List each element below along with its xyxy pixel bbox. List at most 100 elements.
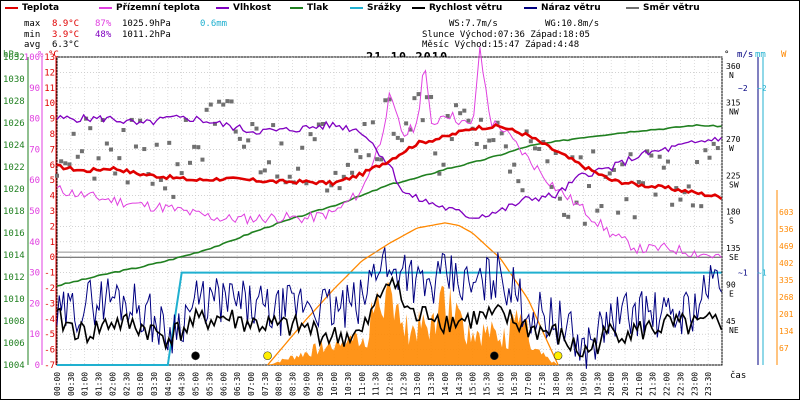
tick-label-pct: 30	[29, 269, 40, 279]
wind-direction-point	[375, 157, 380, 162]
wind-direction-point	[628, 152, 633, 157]
x-tick-label: 09:00	[302, 372, 311, 396]
legend-label: Rychlost větru	[429, 3, 503, 13]
wind-direction-point	[715, 146, 720, 151]
wind-direction-point	[412, 96, 417, 101]
x-tick-label: 02:30	[122, 372, 131, 396]
wind-direction-point	[437, 171, 442, 176]
tick-label-dir-name: S	[729, 217, 734, 226]
x-tick-label: 06:30	[233, 372, 242, 396]
wind-direction-point	[661, 165, 666, 170]
wind-direction-point	[109, 147, 114, 152]
wind-direction-point	[541, 139, 546, 144]
x-tick-label: 05:00	[192, 372, 201, 396]
wind-direction-point	[512, 162, 517, 167]
x-tick-label: 03:00	[136, 372, 145, 396]
stat-max-rain: 0.6mm	[200, 19, 228, 29]
tick-label-dir: 360	[726, 62, 741, 71]
legend-swatch	[5, 6, 18, 9]
x-tick-label: 23:30	[704, 372, 713, 396]
tick-label-pct: 10	[29, 330, 40, 340]
x-tick-label: 15:00	[469, 372, 478, 396]
stat-min-temp: 3.9°C	[52, 30, 80, 40]
wind-direction-point	[474, 141, 479, 146]
wind-direction-point	[121, 128, 126, 133]
tick-label-w: 67	[779, 344, 789, 353]
wind-direction-point	[532, 146, 537, 151]
x-tick-label: 14:30	[455, 372, 464, 396]
wind-direction-point	[591, 149, 596, 154]
wind-direction-point	[524, 129, 529, 134]
wind-direction-point	[341, 174, 346, 179]
wind-direction-point	[200, 157, 205, 162]
x-tick-label: 21:30	[649, 372, 658, 396]
wind-direction-point	[192, 144, 197, 149]
wind-direction-point	[499, 131, 504, 136]
x-tick-label: 12:30	[399, 372, 408, 396]
wind-direction-point	[63, 161, 68, 166]
tick-label-w: 268	[779, 293, 794, 302]
wind-direction-point	[142, 147, 147, 152]
wind-direction-point	[75, 154, 80, 159]
wind-direction-point	[520, 188, 525, 193]
wind-direction-point	[508, 169, 513, 174]
tick-label-dir-name: W	[729, 144, 734, 153]
wind-direction-point	[395, 135, 400, 140]
x-tick-label: 11:00	[358, 372, 367, 396]
tick-label-dir: 45	[726, 317, 736, 326]
legend-item: Vlhkost	[216, 3, 271, 15]
tick-label-dir-name: SE	[729, 253, 739, 262]
stat-max-press: 1025.9hPa	[122, 19, 171, 29]
moon-marker	[490, 351, 499, 361]
x-tick-label: 05:30	[205, 372, 214, 396]
wind-direction-point	[653, 192, 658, 197]
wind-direction-point	[133, 144, 138, 149]
tick-label-pct: 80	[29, 115, 40, 125]
wind-direction-point	[599, 204, 604, 209]
legend-swatch	[99, 6, 112, 9]
wind-direction-point	[562, 212, 567, 217]
wind-direction-point	[582, 221, 587, 226]
tick-label-dir: 270	[726, 135, 741, 144]
tick-label-pct: 20	[29, 299, 40, 309]
x-tick-label: 16:30	[510, 372, 519, 396]
wind-direction-point	[250, 122, 255, 127]
wind-direction-point	[254, 126, 259, 131]
tick-label-hpa: 1032	[3, 53, 25, 63]
tick-label-degc: 7	[50, 145, 55, 155]
tick-label-degc: 4	[50, 192, 55, 202]
tick-label-degc: -2	[44, 284, 55, 294]
wind-direction-point	[416, 92, 421, 97]
legend-item: Tlak	[290, 3, 328, 15]
wind-direction-point	[362, 122, 367, 127]
wind-direction-point	[665, 159, 670, 164]
tick-label-degc: 13	[44, 53, 55, 63]
tick-label-mm: ~1	[757, 269, 767, 278]
wind-direction-point	[354, 148, 359, 153]
legend-swatch	[350, 6, 363, 9]
wind-direction-point	[424, 95, 429, 100]
wind-direction-point	[163, 186, 168, 191]
wind-direction-point	[138, 118, 143, 123]
legend-item: Směr větru	[626, 3, 700, 15]
tick-label-pct: 0	[35, 361, 40, 371]
tick-label-hpa: 1030	[3, 75, 25, 85]
tick-label-pct: 50	[29, 207, 40, 217]
tick-label-dir: 180	[726, 208, 741, 217]
x-tick-label: 10:30	[344, 372, 353, 396]
x-tick-label: 22:00	[663, 372, 672, 396]
tick-label-degc: -5	[44, 330, 55, 340]
x-tick-label: 00:00	[53, 372, 62, 396]
wind-direction-point	[171, 194, 176, 199]
tick-label-hpa: 1020	[3, 185, 25, 195]
tick-label-w: 536	[779, 225, 794, 234]
stat-max-hum: 87%	[95, 19, 112, 29]
stat-min-hum: 48%	[95, 30, 112, 40]
wind-direction-point	[167, 140, 172, 145]
tick-label-w: 603	[779, 208, 794, 217]
tick-label-degc: 8	[50, 130, 55, 140]
tick-label-pct: 70	[29, 145, 40, 155]
wind-direction-point	[300, 145, 305, 150]
wind-direction-point	[387, 97, 392, 102]
x-tick-label: 03:30	[150, 372, 159, 396]
